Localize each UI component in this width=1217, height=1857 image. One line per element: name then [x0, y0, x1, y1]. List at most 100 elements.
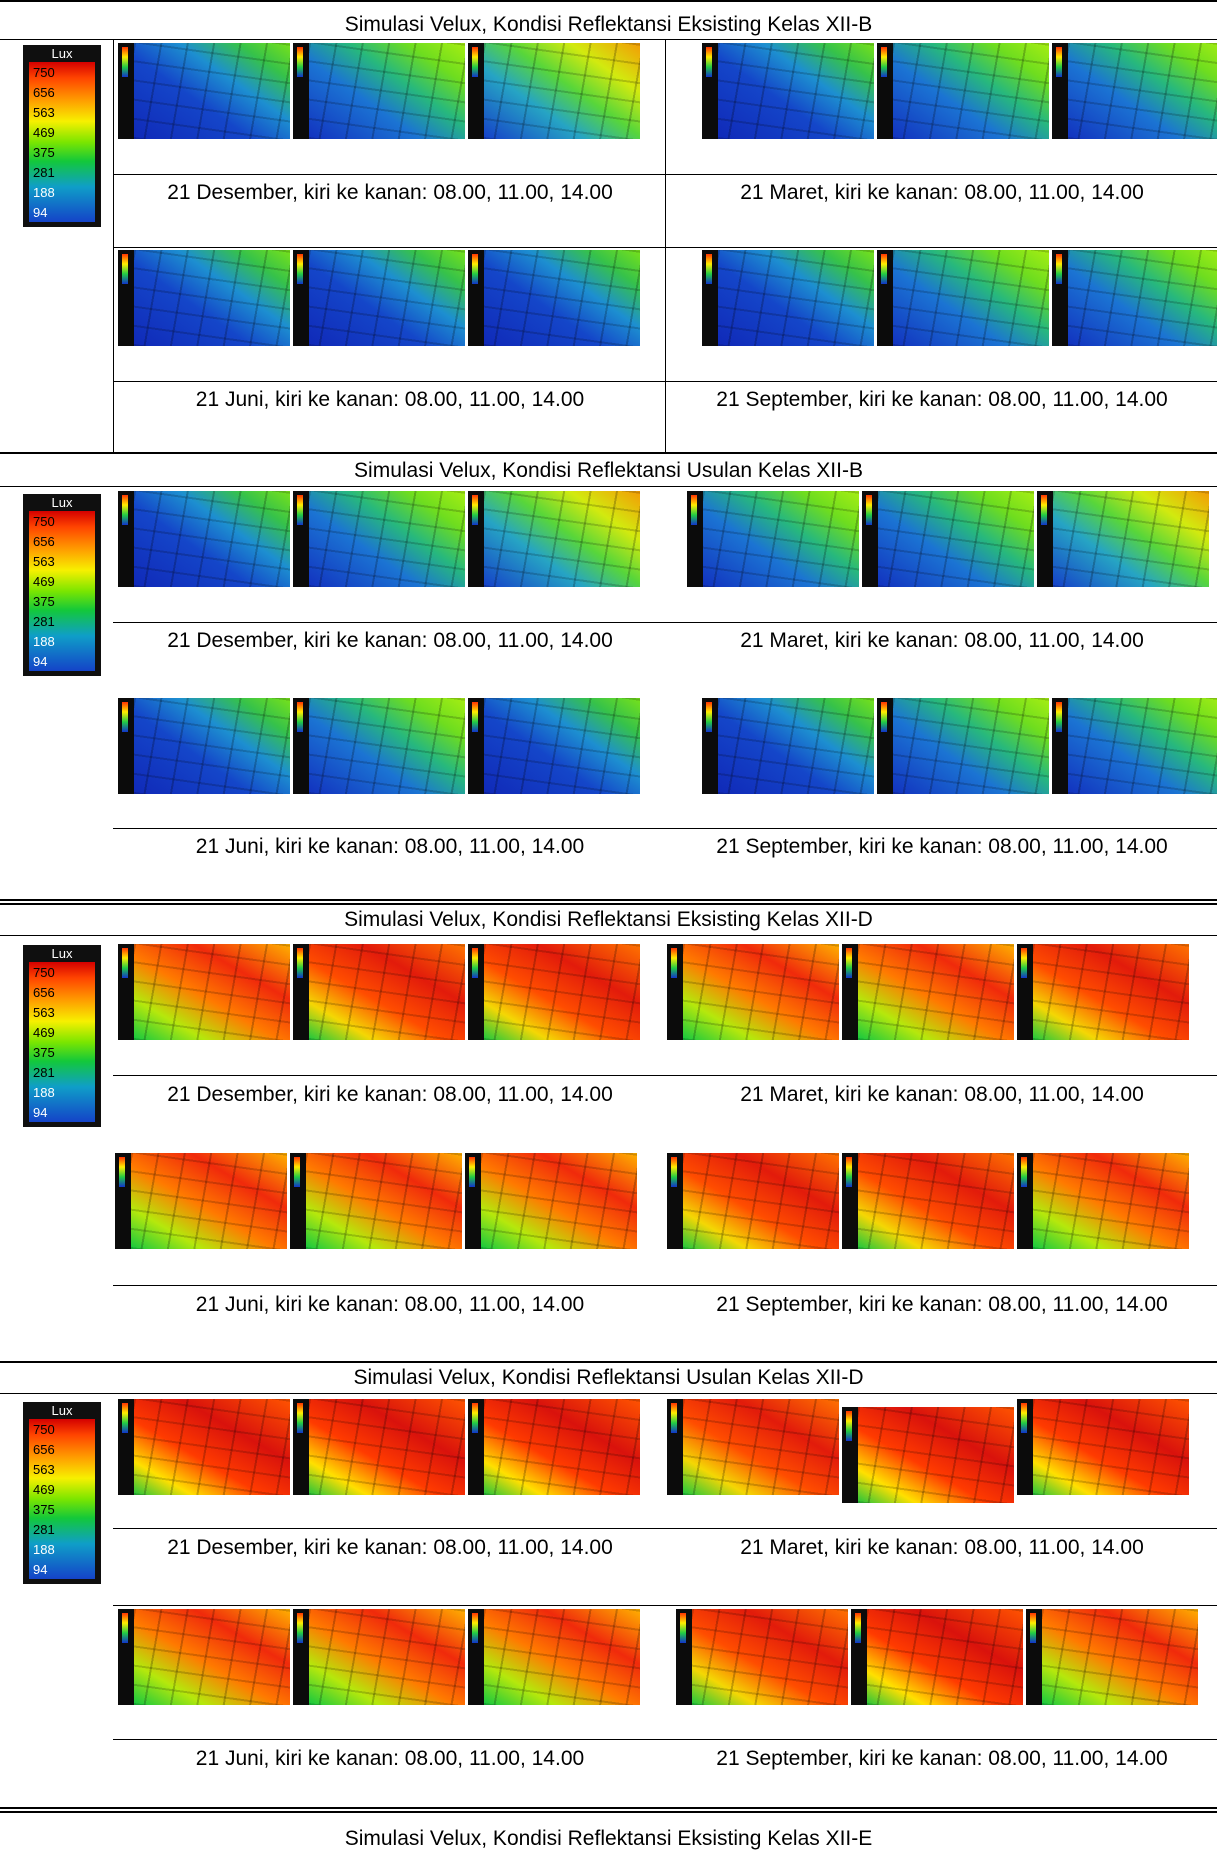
simulation-image-0800: [667, 944, 839, 1040]
simulation-row-september: [702, 250, 1217, 346]
simulation-image-0800: [118, 43, 290, 139]
simulation-row-march: [687, 491, 1212, 587]
section-rule: [0, 452, 1217, 454]
legend-ticks: 750 656 563 469 375 281 188 94: [33, 963, 85, 1123]
simulation-row-december: [118, 944, 643, 1040]
simulation-row-december: [118, 491, 643, 587]
legend-ticks: 750 656 563 469 375 281 188 94: [33, 512, 85, 672]
legend-tick: 469: [33, 1025, 55, 1040]
legend-tick: 94: [33, 654, 48, 669]
simulation-row-december: [118, 43, 643, 139]
simulation-image-1100: [293, 1609, 465, 1705]
legend-tick: 375: [33, 1045, 55, 1060]
legend-tick: 188: [33, 634, 55, 649]
simulation-image-1400: [468, 250, 640, 346]
table-rule: [0, 39, 1217, 40]
simulation-image-1400: [1052, 43, 1217, 139]
simulation-image-0800: [118, 944, 290, 1040]
legend-color-bar: [29, 62, 95, 222]
column-rule: [665, 40, 666, 452]
section-title: Simulasi Velux, Kondisi Reflektansi Eksi…: [344, 908, 873, 931]
simulation-image-0800: [118, 698, 290, 794]
caption-september: 21 September, kiri ke kanan: 08.00, 11.0…: [716, 1747, 1168, 1770]
legend-tick: 656: [33, 534, 55, 549]
section-proposed-xii-d: Simulasi Velux, Kondisi Reflektansi Usul…: [0, 1361, 1217, 1807]
table-rule: [113, 1075, 1217, 1076]
table-rule: [0, 486, 1217, 487]
simulation-image-1100: [877, 698, 1049, 794]
legend-tick: 469: [33, 574, 55, 589]
legend-tick: 375: [33, 145, 55, 160]
simulation-image-0800: [667, 1399, 839, 1495]
simulation-image-0800: [118, 250, 290, 346]
section-existing-xii-e: Simulasi Velux, Kondisi Reflektansi Eksi…: [0, 1813, 1217, 1857]
legend-tick: 375: [33, 1502, 55, 1517]
legend-tick: 375: [33, 594, 55, 609]
legend-unit: Lux: [51, 1403, 73, 1418]
lux-legend: Lux 750 656 563 469 375 281 188 94: [23, 1402, 101, 1584]
caption-june: 21 Juni, kiri ke kanan: 08.00, 11.00, 14…: [195, 835, 585, 858]
legend-tick: 656: [33, 1442, 55, 1457]
legend-tick: 94: [33, 1562, 48, 1577]
caption-march: 21 Maret, kiri ke kanan: 08.00, 11.00, 1…: [740, 181, 1144, 204]
legend-tick: 750: [33, 965, 55, 980]
simulation-image-1100: [293, 944, 465, 1040]
simulation-image-1100: [290, 1153, 462, 1249]
simulation-image-1400: [1017, 1399, 1189, 1495]
table-rule: [113, 1605, 1217, 1606]
simulation-image-1100: [877, 250, 1049, 346]
legend-tick: 281: [33, 165, 55, 180]
caption-march: 21 Maret, kiri ke kanan: 08.00, 11.00, 1…: [740, 629, 1144, 652]
simulation-row-december: [118, 1399, 643, 1495]
simulation-image-1100: [293, 698, 465, 794]
simulation-image-1400: [1052, 698, 1217, 794]
section-title: Simulasi Velux, Kondisi Reflektansi Usul…: [353, 1366, 864, 1389]
section-title: Simulasi Velux, Kondisi Reflektansi Usul…: [354, 459, 863, 482]
simulation-image-1400: [468, 698, 640, 794]
caption-december: 21 Desember, kiri ke kanan: 08.00, 11.00…: [167, 1536, 613, 1559]
legend-unit: Lux: [51, 46, 73, 61]
caption-june: 21 Juni, kiri ke kanan: 08.00, 11.00, 14…: [195, 1293, 585, 1316]
simulation-image-1400: [1017, 1153, 1189, 1249]
simulation-row-march: [702, 43, 1217, 139]
simulation-row-march: [667, 944, 1192, 1040]
simulation-image-1400: [1026, 1609, 1198, 1705]
simulation-image-1100: [293, 1399, 465, 1495]
table-rule: [113, 1285, 1217, 1286]
legend-tick: 94: [33, 1105, 48, 1120]
legend-ticks: 750 656 563 469 375 281 188 94: [33, 63, 85, 223]
section-existing-xii-d: Simulasi Velux, Kondisi Reflektansi Eksi…: [0, 905, 1217, 1361]
legend-tick: 563: [33, 1462, 55, 1477]
section-rule: [0, 1361, 1217, 1363]
legend-tick: 563: [33, 105, 55, 120]
simulation-image-1400: [1037, 491, 1209, 587]
lux-legend: Lux 750 656 563 469 375 281 188 94: [23, 945, 101, 1127]
simulation-image-1100: [842, 944, 1014, 1040]
table-rule: [113, 381, 1217, 382]
legend-tick: 94: [33, 205, 48, 220]
caption-june: 21 Juni, kiri ke kanan: 08.00, 11.00, 14…: [195, 1747, 585, 1770]
legend-tick: 469: [33, 125, 55, 140]
simulation-image-0800: [702, 43, 874, 139]
legend-tick: 750: [33, 65, 55, 80]
caption-march: 21 Maret, kiri ke kanan: 08.00, 11.00, 1…: [740, 1083, 1144, 1106]
table-rule: [113, 828, 1217, 829]
simulation-image-0800: [702, 250, 874, 346]
table-rule: [0, 935, 1217, 936]
simulation-image-0800: [115, 1153, 287, 1249]
caption-june: 21 Juni, kiri ke kanan: 08.00, 11.00, 14…: [195, 388, 585, 411]
legend-tick: 281: [33, 1522, 55, 1537]
table-rule: [113, 247, 1217, 248]
simulation-image-1400: [465, 1153, 637, 1249]
simulation-image-1100: [851, 1609, 1023, 1705]
simulation-image-0800: [118, 1609, 290, 1705]
simulation-image-0800: [676, 1609, 848, 1705]
table-rule: [113, 1739, 1217, 1740]
section-title: Simulasi Velux, Kondisi Reflektansi Eksi…: [344, 1827, 873, 1850]
simulation-image-1400: [468, 944, 640, 1040]
section-existing-xii-b: Simulasi Velux, Kondisi Reflektansi Eksi…: [0, 0, 1217, 452]
legend-tick: 281: [33, 1065, 55, 1080]
caption-december: 21 Desember, kiri ke kanan: 08.00, 11.00…: [167, 629, 613, 652]
caption-march: 21 Maret, kiri ke kanan: 08.00, 11.00, 1…: [740, 1536, 1144, 1559]
